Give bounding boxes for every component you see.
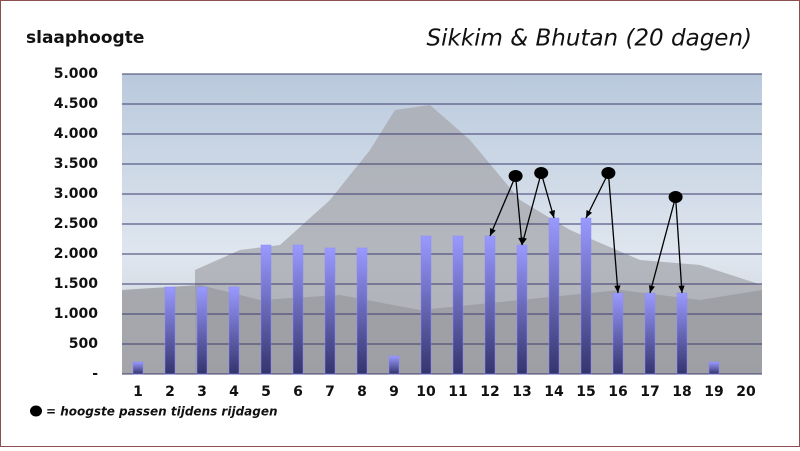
x-tick-label: 13 bbox=[512, 384, 531, 400]
pass-arrow bbox=[540, 172, 555, 219]
bar bbox=[676, 292, 688, 375]
bar bbox=[516, 244, 528, 375]
pass-dot bbox=[534, 167, 549, 179]
y-tick-label: 2.500 bbox=[54, 216, 99, 232]
bar bbox=[196, 286, 208, 375]
pass-dot bbox=[508, 170, 523, 182]
pass-dot bbox=[601, 167, 616, 179]
y-tick-label: 4.500 bbox=[54, 96, 99, 112]
bar bbox=[356, 247, 368, 375]
arrow-head bbox=[520, 237, 527, 245]
x-tick-label: 14 bbox=[544, 384, 564, 400]
x-tick-label: 8 bbox=[357, 384, 367, 400]
x-tick-label: 6 bbox=[293, 384, 303, 400]
arrow-head bbox=[678, 285, 685, 293]
bar bbox=[612, 292, 624, 375]
y-tick-label: 4.000 bbox=[54, 126, 99, 142]
arrow-head bbox=[586, 210, 593, 218]
y-tick-label: 500 bbox=[69, 336, 98, 352]
x-tick-label: 9 bbox=[389, 384, 399, 400]
bar bbox=[228, 286, 240, 375]
y-tick-label: - bbox=[92, 366, 98, 382]
pass-arrow bbox=[489, 175, 517, 237]
pass-arrow bbox=[607, 172, 619, 294]
x-tick-label: 15 bbox=[576, 384, 595, 400]
background-photo bbox=[122, 74, 762, 374]
bar bbox=[292, 244, 304, 375]
y-tick-label: 2.000 bbox=[54, 246, 99, 262]
x-tick-label: 7 bbox=[325, 384, 335, 400]
arrow-head bbox=[648, 285, 655, 293]
pass-arrow bbox=[649, 196, 677, 294]
bar bbox=[452, 235, 464, 375]
bar bbox=[324, 247, 336, 375]
chart-title: Sikkim & Bhutan (20 dagen) bbox=[427, 26, 752, 52]
bar bbox=[388, 355, 400, 375]
bar bbox=[260, 244, 272, 375]
x-tick-label: 3 bbox=[197, 384, 207, 400]
bar bbox=[132, 361, 144, 375]
bar bbox=[420, 235, 432, 375]
y-tick-label: 5.000 bbox=[54, 66, 99, 82]
pass-dot bbox=[668, 191, 683, 203]
legend-dot bbox=[30, 405, 42, 417]
pass-arrow bbox=[521, 172, 542, 246]
pass-arrow bbox=[585, 172, 609, 219]
y-axis-label: slaaphoogte bbox=[26, 28, 144, 48]
x-tick-label: 11 bbox=[448, 384, 467, 400]
bar bbox=[548, 217, 560, 375]
arrow-head bbox=[490, 228, 496, 236]
y-tick-label: 1.000 bbox=[54, 306, 99, 322]
y-tick-label: 3.500 bbox=[54, 156, 99, 172]
bar bbox=[644, 292, 656, 375]
legend-label: = hoogste passen tijdens rijdagen bbox=[46, 405, 278, 419]
bar bbox=[484, 235, 496, 375]
x-tick-label: 17 bbox=[640, 384, 659, 400]
bar bbox=[164, 286, 176, 375]
x-tick-label: 12 bbox=[480, 384, 499, 400]
arrow-head bbox=[614, 285, 621, 293]
x-tick-label: 2 bbox=[165, 384, 175, 400]
x-tick-label: 20 bbox=[736, 384, 756, 400]
pass-arrow bbox=[514, 175, 523, 246]
arrow-head bbox=[548, 210, 555, 218]
y-tick-label: 3.000 bbox=[54, 186, 99, 202]
pass-arrow bbox=[674, 196, 683, 294]
bar bbox=[708, 361, 720, 375]
x-tick-label: 16 bbox=[608, 384, 627, 400]
y-tick-label: 1.500 bbox=[54, 276, 99, 292]
x-tick-label: 4 bbox=[229, 384, 239, 400]
x-tick-label: 19 bbox=[704, 384, 723, 400]
x-tick-label: 5 bbox=[261, 384, 271, 400]
bar bbox=[580, 217, 592, 375]
x-tick-label: 1 bbox=[133, 384, 143, 400]
x-tick-label: 18 bbox=[672, 384, 691, 400]
x-tick-label: 10 bbox=[416, 384, 436, 400]
